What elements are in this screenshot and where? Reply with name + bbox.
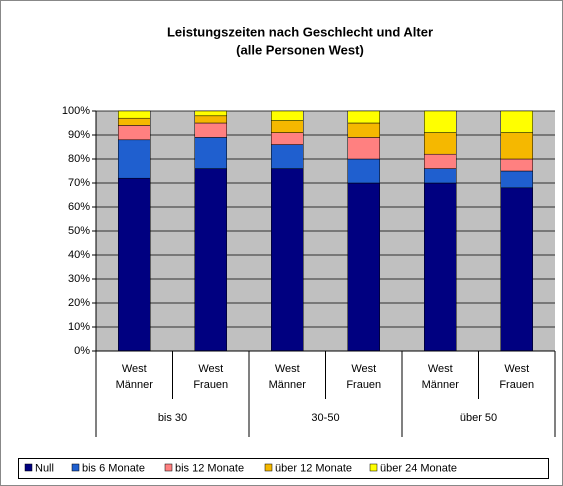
y-tick-label: 60% bbox=[68, 201, 90, 213]
legend-swatch bbox=[264, 463, 273, 472]
bar-segment bbox=[118, 177, 151, 352]
chart-subtitle: (alle Personen West) bbox=[236, 42, 364, 57]
bar-segment bbox=[118, 110, 151, 119]
bar-segment bbox=[118, 117, 151, 126]
y-tick-label: 40% bbox=[68, 249, 90, 261]
bar-segment bbox=[347, 110, 380, 124]
bar-segment bbox=[271, 144, 304, 169]
chart-title: Leistungszeiten nach Geschlecht und Alte… bbox=[167, 24, 433, 39]
legend-swatch bbox=[24, 463, 33, 472]
bar-segment bbox=[194, 168, 227, 352]
y-tick-label: 50% bbox=[68, 225, 90, 237]
x-tick-label: Frauen bbox=[499, 379, 534, 391]
group-label: bis 30 bbox=[158, 412, 187, 424]
group-label: über 50 bbox=[460, 412, 497, 424]
legend-label: bis 6 Monate bbox=[82, 462, 145, 474]
bar-segment bbox=[424, 153, 457, 169]
y-tick-label: 30% bbox=[68, 273, 90, 285]
bar-segment bbox=[194, 122, 227, 138]
legend-swatch bbox=[369, 463, 378, 472]
bar-segment bbox=[271, 168, 304, 352]
group-label: 30-50 bbox=[311, 412, 339, 424]
y-tick-label: 100% bbox=[62, 105, 90, 117]
bar-segment bbox=[424, 110, 457, 133]
bar-segment bbox=[347, 158, 380, 184]
x-tick-label: Männer bbox=[116, 379, 154, 391]
x-tick-label: West bbox=[275, 363, 300, 375]
legend-label: bis 12 Monate bbox=[175, 462, 244, 474]
bar-segment bbox=[118, 125, 151, 141]
x-tick-label: Frauen bbox=[346, 379, 381, 391]
x-tick-label: West bbox=[351, 363, 376, 375]
bar-segment bbox=[424, 132, 457, 155]
bar-segment bbox=[500, 132, 533, 160]
legend-swatch bbox=[71, 463, 80, 472]
x-tick-label: West bbox=[504, 363, 529, 375]
x-tick-label: West bbox=[198, 363, 223, 375]
x-tick-label: Männer bbox=[422, 379, 460, 391]
bar-segment bbox=[500, 170, 533, 189]
bar-segment bbox=[194, 115, 227, 124]
y-tick-label: 90% bbox=[68, 129, 90, 141]
bar-segment bbox=[424, 168, 457, 184]
x-tick-label: Frauen bbox=[193, 379, 228, 391]
bar-segment bbox=[347, 137, 380, 160]
y-tick-label: 80% bbox=[68, 153, 90, 165]
bar-segment bbox=[347, 182, 380, 352]
bar-segment bbox=[500, 187, 533, 352]
legend-label: über 12 Monate bbox=[275, 462, 352, 474]
legend-swatch bbox=[164, 463, 173, 472]
bar-segment bbox=[194, 110, 227, 117]
bar-segment bbox=[500, 158, 533, 172]
y-tick-label: 70% bbox=[68, 177, 90, 189]
bar-segment bbox=[271, 132, 304, 145]
x-tick-label: West bbox=[428, 363, 453, 375]
bar-segment bbox=[118, 139, 151, 179]
x-tick-label: Männer bbox=[269, 379, 307, 391]
legend-label: über 24 Monate bbox=[380, 462, 457, 474]
bar-segment bbox=[424, 182, 457, 352]
y-tick-label: 10% bbox=[68, 321, 90, 333]
y-tick-label: 20% bbox=[68, 297, 90, 309]
legend-box bbox=[18, 458, 549, 479]
bar-segment bbox=[500, 110, 533, 133]
bar-segment bbox=[347, 122, 380, 138]
x-tick-label: West bbox=[122, 363, 147, 375]
bar-segment bbox=[271, 120, 304, 133]
bar-segment bbox=[194, 137, 227, 169]
y-tick-label: 0% bbox=[74, 345, 90, 357]
bar-segment bbox=[271, 110, 304, 121]
legend-label: Null bbox=[35, 462, 54, 474]
